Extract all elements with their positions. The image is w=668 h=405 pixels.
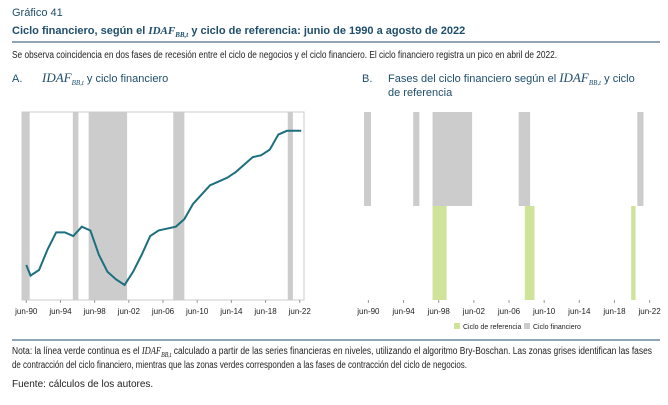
phase-bar bbox=[518, 112, 531, 206]
figure-title: Ciclo financiero, según el IDAFBB,t y ci… bbox=[12, 25, 465, 39]
legend-label: Ciclo financiero bbox=[533, 324, 581, 331]
x-tick-label: jun-18 bbox=[602, 307, 626, 316]
note-subscript: BB,t bbox=[161, 351, 172, 359]
note: de contracción del ciclo financiero, mie… bbox=[12, 360, 467, 371]
title-text: Fases del ciclo financiero según el bbox=[388, 73, 559, 85]
title-symbol: IDAF bbox=[147, 25, 176, 37]
contraction-band bbox=[22, 112, 30, 300]
x-tick-label: jun-94 bbox=[48, 307, 72, 316]
phase-bar bbox=[631, 206, 636, 300]
legend-label: Ciclo de referencia bbox=[463, 324, 521, 331]
x-tick-label: jun-90 bbox=[14, 307, 38, 316]
x-tick-label: jun-10 bbox=[185, 307, 209, 316]
figure-label: Gráfico 41 bbox=[12, 7, 63, 19]
x-tick-label: jun-06 bbox=[151, 307, 175, 316]
source: Fuente: cálculos de los autores. bbox=[12, 379, 153, 390]
note-text: Nota: la línea verde continua es el bbox=[12, 346, 142, 357]
title-text: y ciclo de referencia: junio de 1990 a a… bbox=[188, 25, 465, 37]
contraction-band bbox=[173, 112, 185, 300]
x-tick-label: jun-90 bbox=[356, 307, 380, 316]
phase-bar bbox=[432, 112, 473, 206]
note-text: calculado a partir de las series financi… bbox=[171, 346, 652, 357]
x-tick-label: jun-02 bbox=[117, 307, 141, 316]
x-tick-label: jun-98 bbox=[83, 307, 107, 316]
title-symbol: IDAF bbox=[558, 70, 590, 85]
contraction-band bbox=[72, 112, 79, 300]
title-text: y ciclo bbox=[601, 73, 635, 85]
phase-bar bbox=[524, 206, 535, 300]
note: Nota: la línea verde continua es el IDAF… bbox=[12, 346, 652, 359]
panel-letter: B. bbox=[362, 73, 372, 85]
x-tick-label: jun-98 bbox=[427, 307, 451, 316]
note-symbol: IDAF bbox=[141, 346, 162, 357]
x-tick-label: jun-22 bbox=[637, 307, 661, 316]
contraction-band bbox=[287, 112, 293, 300]
panel-title: de referencia bbox=[388, 87, 453, 99]
phase-bar bbox=[637, 112, 644, 206]
panel-title: IDAFBB,t y ciclo financiero bbox=[41, 70, 168, 87]
title-subscript: BB,t bbox=[72, 79, 85, 87]
title-subscript: BB,t bbox=[589, 79, 602, 87]
legend-swatch bbox=[524, 323, 530, 329]
contraction-band bbox=[88, 112, 128, 300]
title-text: Ciclo financiero, según el bbox=[12, 25, 148, 37]
x-tick-label: jun-14 bbox=[567, 307, 591, 316]
description: Se observa coincidencia en dos fases de … bbox=[12, 50, 557, 61]
x-tick-label: jun-06 bbox=[497, 307, 521, 316]
phase-bar bbox=[413, 112, 420, 206]
title-text: y ciclo financiero bbox=[84, 73, 168, 85]
panel-letter: A. bbox=[12, 73, 22, 85]
idaf-line bbox=[25, 129, 302, 287]
x-tick-label: jun-94 bbox=[391, 307, 415, 316]
phase-bar bbox=[364, 112, 372, 206]
plot-background bbox=[21, 111, 305, 301]
panel-title: Fases del ciclo financiero según el IDAF… bbox=[388, 70, 635, 87]
legend-swatch bbox=[454, 323, 460, 329]
phase-bar bbox=[432, 206, 447, 300]
x-tick-label: jun-02 bbox=[462, 307, 486, 316]
x-tick-label: jun-10 bbox=[532, 307, 556, 316]
title-symbol: IDAF bbox=[41, 70, 73, 85]
x-tick-label: jun-18 bbox=[253, 307, 277, 316]
title-subscript: BB,t bbox=[174, 31, 189, 39]
x-tick-label: jun-14 bbox=[219, 307, 243, 316]
x-tick-label: jun-22 bbox=[288, 307, 312, 316]
